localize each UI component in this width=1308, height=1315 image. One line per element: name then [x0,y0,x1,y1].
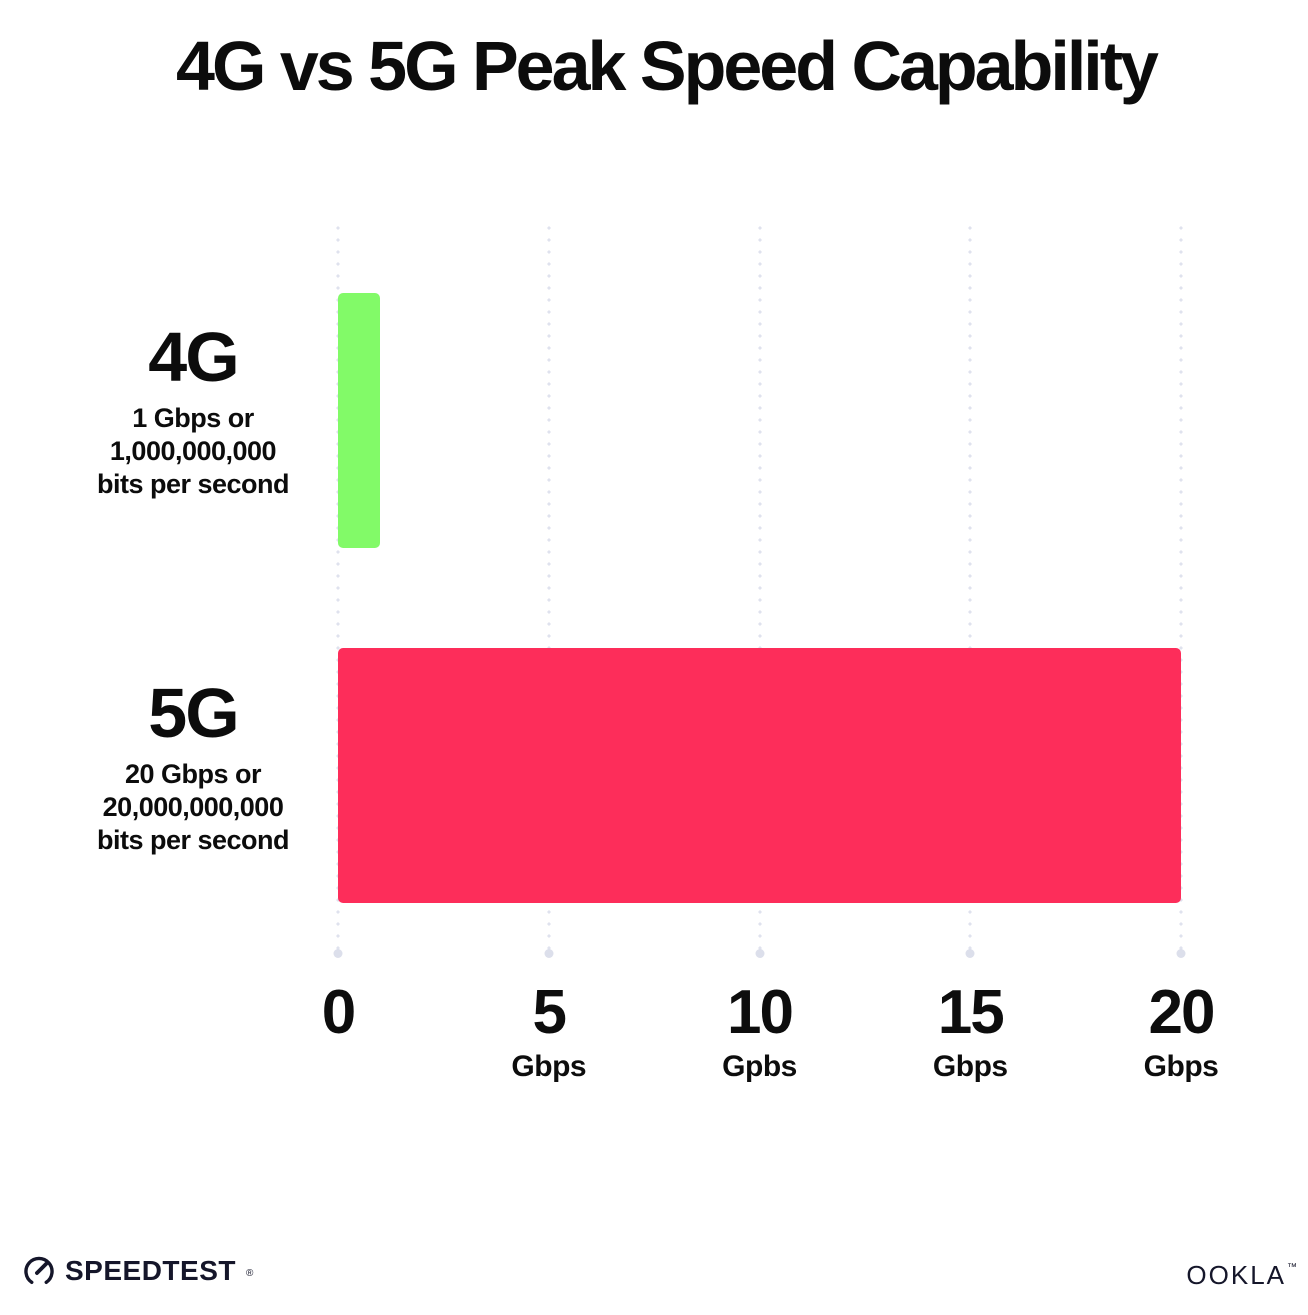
ookla-wordmark: OOKLA [1186,1260,1286,1290]
x-tick-unit: Gpbs [722,1050,797,1083]
x-tick-10: 10 Gpbs [722,982,797,1084]
x-tick-label: 0 [321,978,357,1047]
x-tick-label: 5 [532,978,567,1047]
gridline-20 [1179,222,1183,955]
x-tick-unit: Gbps [932,1050,1008,1083]
bar-4g [338,293,381,548]
row-label-5g: 5G 20 Gbps or 20,000,000,000 bits per secon… [30,678,356,857]
row-label-4g: 4G 1 Gbps or 1,000,000,000 bits per second [30,322,356,501]
gridline-5 [546,222,551,955]
plot-area [336,222,1183,955]
row-description-line: 20,000,000,000 [102,791,284,822]
gridline-15 [968,222,973,955]
x-axis: 0 5 Gbps 10 Gpbs 15 Gbps 20 Gbps [322,982,1219,1102]
row-description-line: 20 Gbps or [124,759,262,789]
speedtest-logo: SPEEDTEST ® [22,1254,254,1288]
row-description: 1 Gbps or 1,000,000,000 bits per second [30,402,356,501]
chart-title: 4G vs 5G Peak Speed Capability [176,27,1159,105]
speedtest-registered-mark: ® [245,1267,254,1279]
row-description-line: bits per second [96,824,290,855]
row-description-line: bits per second [96,468,290,499]
gridline-0 [336,222,340,955]
x-tick-label: 15 [937,978,1005,1047]
row-description-line: 1 Gbps or [132,403,254,433]
speedometer-gauge-icon [24,1256,54,1285]
row-description: 20 Gbps or 20,000,000,000 bits per second [30,758,356,857]
x-tick-15: 15 Gbps [933,982,1008,1084]
speedtest-wordmark: SPEEDTEST [65,1255,236,1286]
bar-5g [338,648,1181,903]
ookla-logo: OOKLA™ [1186,1260,1297,1291]
x-tick-unit: Gbps [511,1050,587,1083]
row-description-line: 1,000,000,000 [109,435,277,466]
x-tick-unit: Gbps [1143,1050,1219,1083]
ookla-trademark-mark: ™ [1287,1262,1297,1273]
gridline-10 [757,222,762,955]
row-name-5g: 5G [148,674,239,752]
x-tick-20: 20 Gbps [1144,982,1219,1084]
row-name-4g: 4G [148,318,239,396]
x-tick-5: 5 Gbps [511,982,586,1084]
x-tick-label: 20 [1148,978,1216,1047]
x-tick-0: 0 [321,978,357,1047]
x-tick-label: 10 [727,978,794,1047]
